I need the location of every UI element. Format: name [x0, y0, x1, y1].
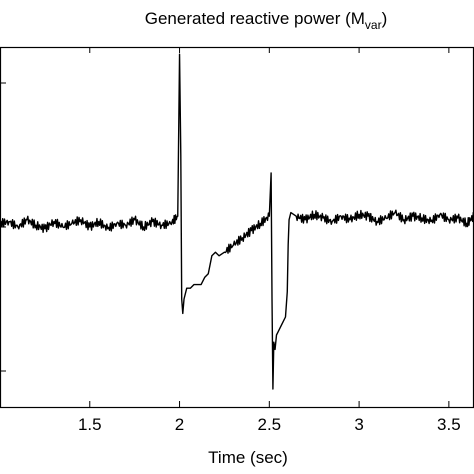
- x-axis-ticks: 1.5 2 2.5 3 3.5: [78, 47, 461, 434]
- plot-frame: [0, 46, 474, 409]
- series-group: [0, 53, 474, 390]
- x-tick-label: 3: [354, 415, 363, 434]
- plot-border: [0, 46, 474, 409]
- chart-title-subscript: var: [365, 18, 382, 32]
- series-line: [0, 53, 474, 390]
- chart-title: Generated reactive power (Mvar): [145, 9, 388, 32]
- x-tick-label: 2.5: [257, 415, 281, 434]
- chart-title-end: ): [382, 9, 388, 28]
- chart-title-main: Generated reactive power (M: [145, 9, 365, 28]
- x-tick-label: 1.5: [78, 415, 102, 434]
- x-tick-label: 2: [175, 415, 184, 434]
- x-axis-label: Time (sec): [208, 448, 288, 467]
- x-tick-label: 3.5: [437, 415, 461, 434]
